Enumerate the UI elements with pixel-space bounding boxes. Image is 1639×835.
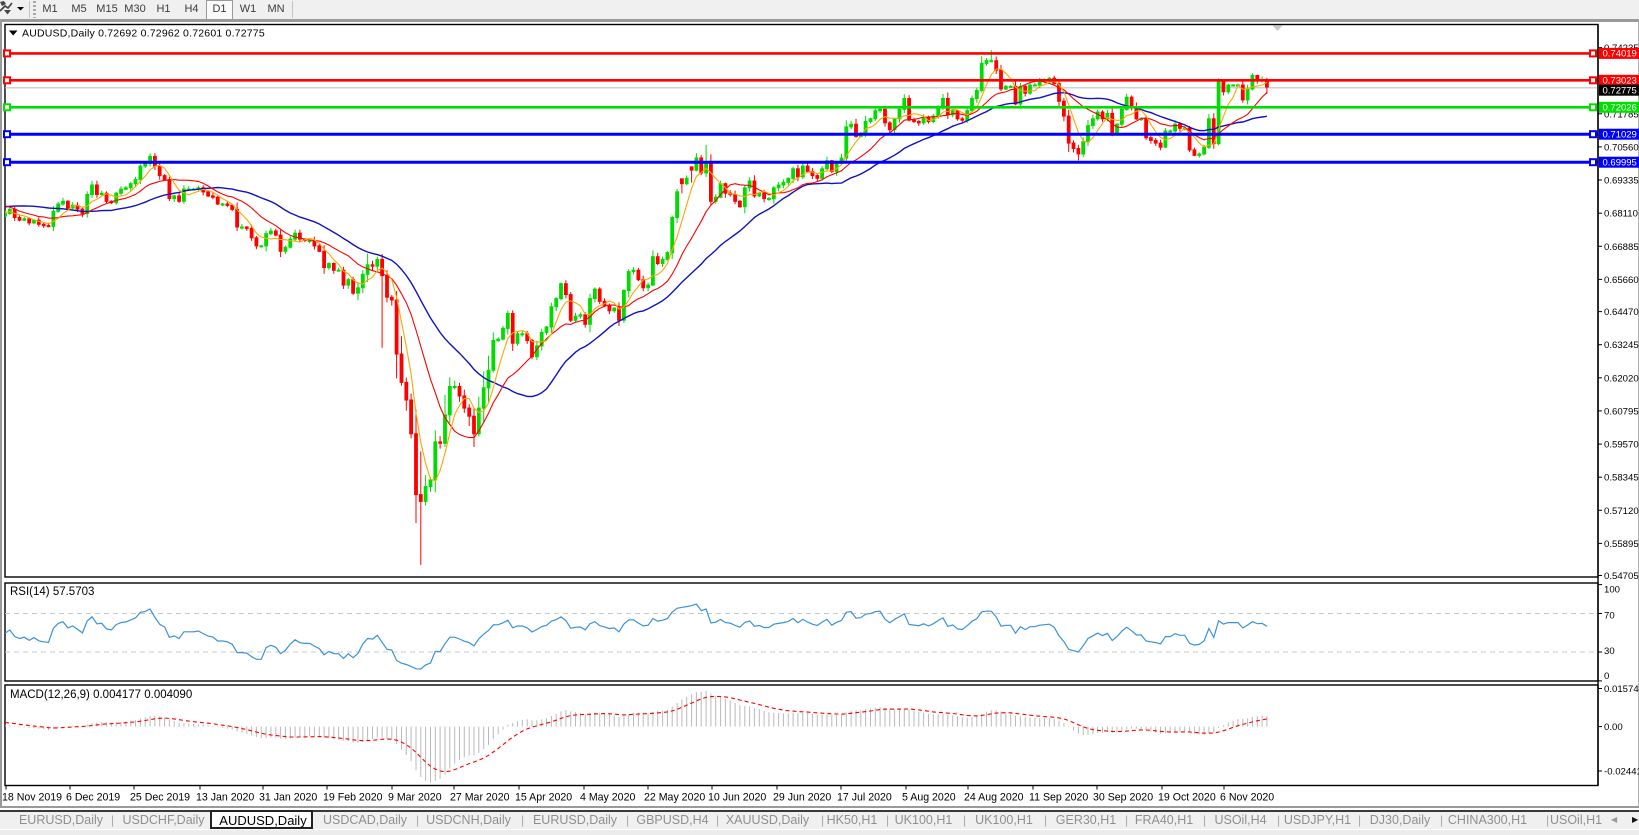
svg-text:0.72775: 0.72775 — [1603, 86, 1637, 97]
svg-text:0.69335: 0.69335 — [1604, 176, 1639, 187]
svg-text:31 Jan 2020: 31 Jan 2020 — [259, 792, 317, 804]
svg-text:25 Dec 2019: 25 Dec 2019 — [130, 792, 190, 804]
svg-text:17 Jul 2020: 17 Jul 2020 — [837, 792, 892, 804]
svg-text:-0.024412: -0.024412 — [1604, 767, 1639, 778]
svg-text:27 Mar 2020: 27 Mar 2020 — [450, 792, 510, 804]
svg-text:0.62020: 0.62020 — [1604, 373, 1639, 384]
svg-text:11 Sep 2020: 11 Sep 2020 — [1029, 792, 1088, 804]
svg-text:30 Sep 2020: 30 Sep 2020 — [1093, 792, 1153, 804]
svg-text:0.59570: 0.59570 — [1604, 440, 1639, 451]
svg-text:0.66885: 0.66885 — [1604, 242, 1639, 253]
svg-text:0.63245: 0.63245 — [1604, 340, 1639, 351]
svg-text:0.015741: 0.015741 — [1604, 684, 1639, 695]
svg-text:0.73023: 0.73023 — [1603, 76, 1637, 87]
svg-text:19 Oct 2020: 19 Oct 2020 — [1158, 792, 1216, 804]
svg-text:5 Aug 2020: 5 Aug 2020 — [902, 792, 956, 804]
svg-text:RSI(14) 57.5703: RSI(14) 57.5703 — [10, 586, 94, 598]
svg-text:70: 70 — [1604, 610, 1615, 621]
svg-text:0.57120: 0.57120 — [1604, 506, 1639, 517]
svg-text:0.58345: 0.58345 — [1604, 473, 1639, 484]
svg-text:0.60795: 0.60795 — [1604, 406, 1639, 417]
svg-text:18 Nov 2019: 18 Nov 2019 — [2, 792, 62, 804]
svg-text:4 May 2020: 4 May 2020 — [580, 792, 635, 804]
svg-text:24 Aug 2020: 24 Aug 2020 — [964, 792, 1024, 804]
svg-text:9 Mar 2020: 9 Mar 2020 — [388, 792, 442, 804]
svg-text:0.00: 0.00 — [1604, 722, 1623, 733]
svg-text:0.69995: 0.69995 — [1603, 158, 1637, 169]
svg-text:22 May 2020: 22 May 2020 — [644, 792, 705, 804]
svg-text:6 Dec 2019: 6 Dec 2019 — [66, 792, 120, 804]
svg-text:0.71029: 0.71029 — [1603, 130, 1637, 141]
svg-text:30: 30 — [1604, 646, 1615, 657]
svg-text:AUDUSD,Daily 0.72692 0.72962: AUDUSD,Daily 0.72692 0.72962 0.72601 0.7… — [22, 28, 265, 40]
svg-text:10 Jun 2020: 10 Jun 2020 — [708, 792, 766, 804]
svg-text:0.71785: 0.71785 — [1604, 109, 1639, 120]
svg-text:MACD(12,26,9) 0.004177 0.00409: MACD(12,26,9) 0.004177 0.004090 — [10, 689, 192, 701]
svg-text:19 Feb 2020: 19 Feb 2020 — [323, 792, 383, 804]
svg-text:0: 0 — [1604, 671, 1609, 682]
svg-text:13 Jan 2020: 13 Jan 2020 — [196, 792, 254, 804]
svg-text:0.55895: 0.55895 — [1604, 539, 1639, 550]
svg-text:0.70560: 0.70560 — [1604, 142, 1639, 153]
svg-text:15 Apr 2020: 15 Apr 2020 — [515, 792, 572, 804]
svg-text:0.65660: 0.65660 — [1604, 275, 1639, 286]
svg-text:0.72026: 0.72026 — [1603, 103, 1637, 114]
svg-text:0.54705: 0.54705 — [1604, 571, 1639, 582]
svg-text:0.64470: 0.64470 — [1604, 307, 1639, 318]
svg-text:6 Nov 2020: 6 Nov 2020 — [1220, 792, 1274, 804]
svg-text:0.74019: 0.74019 — [1603, 49, 1637, 60]
svg-text:100: 100 — [1604, 585, 1620, 596]
svg-text:29 Jun 2020: 29 Jun 2020 — [773, 792, 831, 804]
svg-text:0.68110: 0.68110 — [1604, 209, 1638, 220]
